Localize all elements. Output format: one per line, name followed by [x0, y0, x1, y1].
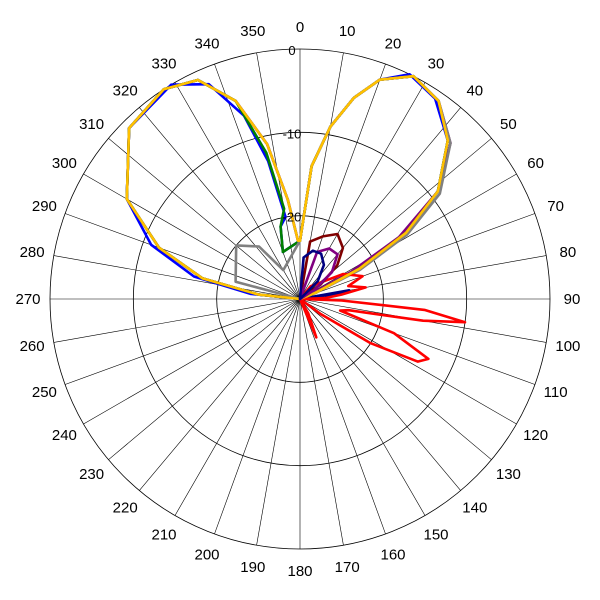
- grid-spoke-24: [83, 298, 301, 425]
- angle-tick-label-210: 210: [151, 527, 176, 544]
- series-line-5: [298, 272, 467, 363]
- angle-tick-label-10: 10: [339, 23, 356, 40]
- grid-spoke-29: [64, 213, 301, 300]
- angle-tick-label-330: 330: [151, 55, 176, 72]
- series-layer: [125, 73, 467, 363]
- label-layer: 0 10 20 30 40 50 60 70 80 90 100 110 120 130 140 150 160…: [15, 19, 580, 580]
- grid-spoke-25: [64, 298, 301, 385]
- angle-tick-label-300: 300: [52, 155, 77, 172]
- grid-spoke-21: [174, 298, 301, 516]
- angle-tick-label-280: 280: [20, 244, 45, 261]
- angle-tick-label-30: 30: [428, 55, 445, 72]
- grid-spoke-14: [299, 298, 461, 491]
- angle-tick-label-310: 310: [79, 116, 104, 133]
- angle-tick-label-340: 340: [194, 35, 219, 52]
- grid-spoke-28: [53, 255, 301, 300]
- angle-tick-label-90: 90: [564, 291, 581, 308]
- angle-tick-label-130: 130: [496, 466, 521, 483]
- angle-tick-label-120: 120: [523, 427, 548, 444]
- grid-spoke-11: [299, 298, 536, 385]
- angle-tick-label-250: 250: [32, 384, 57, 401]
- angle-tick-label-180: 180: [287, 563, 312, 580]
- angle-tick-label-190: 190: [240, 559, 265, 576]
- grid-spoke-17: [299, 298, 344, 546]
- angle-tick-label-0: 0: [296, 19, 304, 36]
- grid-spoke-12: [299, 298, 517, 425]
- angle-tick-label-160: 160: [380, 547, 405, 564]
- grid-spoke-26: [53, 298, 301, 343]
- grid-spoke-15: [299, 298, 426, 516]
- angle-tick-label-200: 200: [194, 547, 219, 564]
- angle-tick-label-260: 260: [20, 338, 45, 355]
- grid-spoke-30: [83, 173, 301, 300]
- angle-tick-label-100: 100: [555, 338, 580, 355]
- angle-tick-label-20: 20: [385, 35, 402, 52]
- angle-tick-label-240: 240: [52, 427, 77, 444]
- angle-tick-label-270: 270: [15, 291, 40, 308]
- angle-tick-label-230: 230: [79, 466, 104, 483]
- angle-tick-label-70: 70: [547, 198, 564, 215]
- grid-spoke-3: [299, 82, 426, 300]
- series-line-9: [298, 249, 326, 301]
- angle-tick-label-290: 290: [32, 198, 57, 215]
- grid-spoke-23: [108, 298, 301, 460]
- grid-spoke-32: [139, 107, 301, 300]
- angle-tick-label-80: 80: [560, 244, 577, 261]
- grid-spoke-19: [256, 298, 301, 546]
- angle-tick-label-50: 50: [500, 116, 517, 133]
- grid-spoke-31: [108, 138, 301, 300]
- angle-tick-label-40: 40: [466, 83, 483, 100]
- radial-tick-label-0: 0: [288, 43, 295, 58]
- series-line-2: [125, 74, 452, 301]
- angle-tick-label-220: 220: [113, 499, 138, 516]
- angle-tick-label-140: 140: [462, 499, 487, 516]
- grid-spoke-4: [299, 107, 461, 300]
- grid-spoke-13: [299, 298, 492, 460]
- grid-spoke-6: [299, 173, 517, 300]
- angle-tick-label-150: 150: [423, 527, 448, 544]
- angle-tick-label-60: 60: [527, 155, 544, 172]
- grid-spoke-7: [299, 213, 536, 300]
- angle-tick-label-170: 170: [335, 559, 360, 576]
- grid-spoke-16: [299, 298, 386, 535]
- grid-spoke-22: [139, 298, 301, 491]
- angle-tick-label-110: 110: [544, 384, 568, 401]
- grid-spoke-33: [174, 82, 301, 300]
- grid-spoke-20: [214, 298, 301, 535]
- angle-tick-label-350: 350: [240, 23, 265, 40]
- radial-tick-label-1: -10: [283, 126, 302, 141]
- radial-tick-label-2: -20: [283, 210, 302, 225]
- angle-tick-label-320: 320: [113, 83, 138, 100]
